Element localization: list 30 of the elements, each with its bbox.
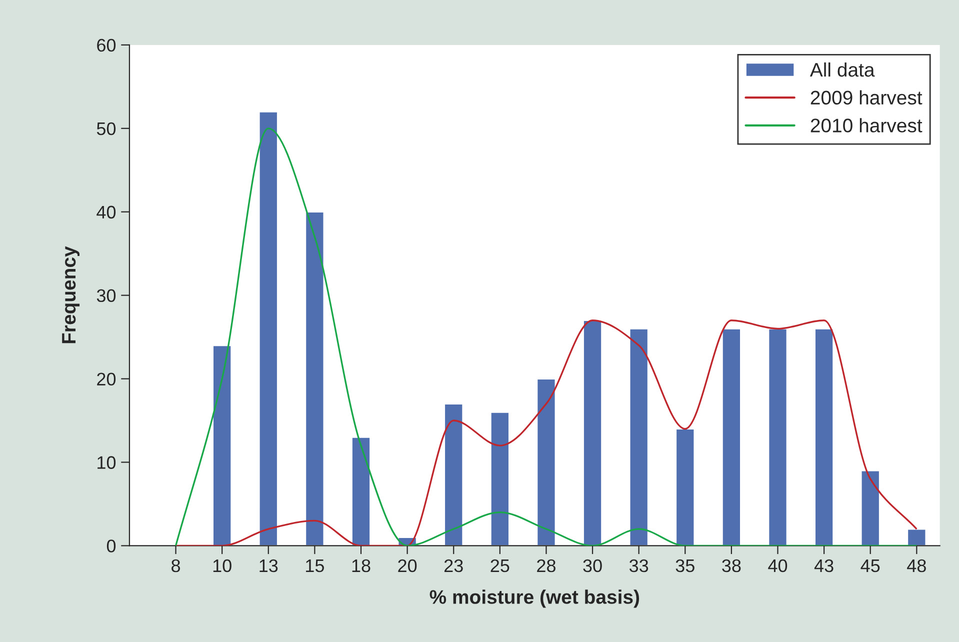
x-tick-label: 15 bbox=[306, 560, 324, 572]
y-tick-label: 40 bbox=[96, 206, 116, 219]
line-series bbox=[174, 320, 918, 546]
x-tick-label: 43 bbox=[814, 559, 834, 572]
x-tick-label: 18 bbox=[352, 559, 370, 572]
legend-label: 2010 harvest bbox=[810, 118, 922, 132]
y-tick-label: 0 bbox=[106, 540, 116, 552]
x-tick-label: 8 bbox=[172, 559, 180, 572]
x-tick-label: 25 bbox=[490, 559, 510, 572]
x-tick-label: 13 bbox=[260, 559, 278, 572]
y-tick-label: 20 bbox=[97, 372, 116, 386]
x-tick-label: 45 bbox=[860, 560, 880, 572]
x-tick-label: 33 bbox=[629, 559, 648, 572]
x-tick-label: 10 bbox=[213, 559, 232, 572]
y-tick-label: 50 bbox=[96, 122, 116, 136]
x-tick-label: 40 bbox=[768, 559, 788, 572]
y-tick-label: 60 bbox=[97, 38, 116, 52]
x-tick-label: 28 bbox=[537, 559, 556, 572]
legend-label: All data bbox=[810, 62, 875, 77]
x-tick-label: 20 bbox=[398, 559, 417, 572]
x-axis-title: % moisture (wet basis) bbox=[430, 590, 640, 608]
y-axis-title: Frequency bbox=[62, 246, 80, 344]
x-tick-label: 30 bbox=[583, 559, 602, 572]
y-tick-label: 10 bbox=[98, 456, 116, 469]
y-tick-label: 30 bbox=[96, 289, 116, 302]
x-tick-label: 48 bbox=[907, 559, 926, 572]
x-tick-label: 38 bbox=[722, 559, 741, 572]
x-tick-label: 35 bbox=[676, 559, 694, 572]
x-tick-label: 23 bbox=[444, 559, 463, 572]
legend-label: 2009 harvest bbox=[810, 90, 922, 105]
